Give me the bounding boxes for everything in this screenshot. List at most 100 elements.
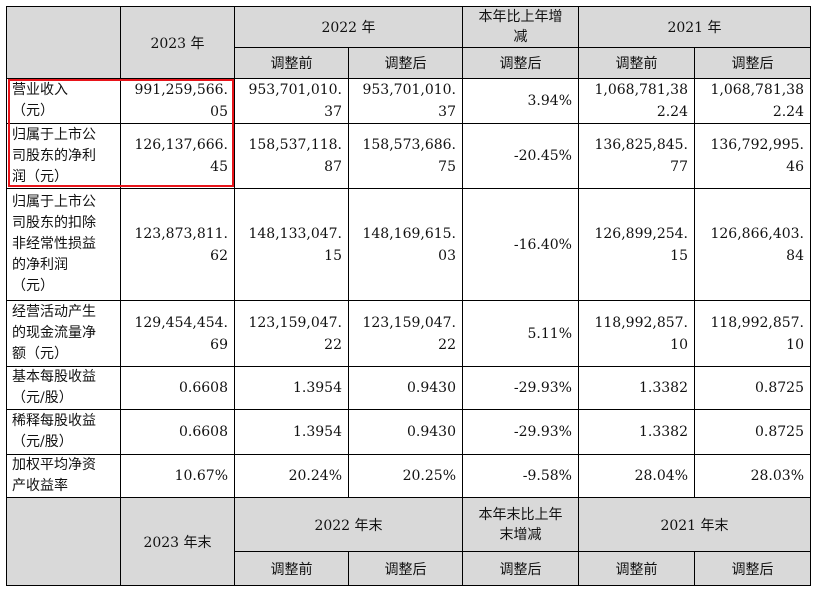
row-label: 归属于上市公 司股东的扣除 非经常性损益 的净利润 （元） xyxy=(6,188,121,301)
cell-v2021b: 136,825,845. 77 xyxy=(578,123,695,189)
header-2022: 2022 年 xyxy=(234,6,463,48)
cell-text: 123,159,047. xyxy=(248,314,342,331)
cell-text: 10 xyxy=(670,336,688,353)
table-row: 稀释每股收益 （元/股） 0.6608 1.3954 0.9430 -29.93% 1.33… xyxy=(6,409,811,455)
cell-text: 118,992,857. xyxy=(710,314,804,331)
cell-text: 05 xyxy=(210,104,228,120)
cell-text: 953,701,010. xyxy=(248,82,342,98)
cell-text: 45 xyxy=(210,159,228,175)
cell-v2022b: 123,159,047. 22 xyxy=(234,300,349,367)
cell-v2021b: 28.04% xyxy=(578,454,695,498)
cell-text: 123,159,047. xyxy=(362,314,456,331)
cell-text: 991,259,566. xyxy=(134,82,228,98)
table-row: 营业收入 （元） 991,259,566. 05 953,701,010. 37 953,7… xyxy=(6,78,811,124)
cell-text: 1.3954 xyxy=(293,424,342,440)
cell-text: （元/股） xyxy=(12,390,73,406)
cell-v2021a: 126,866,403. 84 xyxy=(694,188,811,301)
cell-text: （元/股） xyxy=(12,434,73,450)
row-label: 营业收入 （元） xyxy=(6,78,121,124)
cell-text: 司股东的扣除 xyxy=(12,215,96,231)
cell-text: 的净利润 xyxy=(12,257,68,273)
cell-text: 归属于上市公 xyxy=(12,126,96,143)
cell-v2022a: 123,159,047. 22 xyxy=(348,300,463,367)
cell-text: 润（元） xyxy=(12,168,68,185)
footer-2021-after: 调整后 xyxy=(694,551,811,586)
cell-v2021a: 0.8725 xyxy=(694,409,811,455)
cell-text: 非经常性损益 xyxy=(12,236,96,252)
table-row: 基本每股收益 （元/股） 0.6608 1.3954 0.9430 -29.93% 1.33… xyxy=(6,366,811,410)
cell-chg: -20.45% xyxy=(462,123,579,189)
cell-chg: -16.40% xyxy=(462,188,579,301)
cell-text: 28.04% xyxy=(634,468,688,484)
cell-text: 953,701,010. xyxy=(362,82,456,98)
cell-text: 0.6608 xyxy=(179,380,228,396)
cell-v2023: 123,873,811. 62 xyxy=(120,188,235,301)
cell-text: 1.3382 xyxy=(639,380,688,396)
table-row: 加权平均净资 产收益率 10.67% 20.24% 20.25% -9.58% 28.04%… xyxy=(6,454,811,498)
cell-text: 148,169,615. xyxy=(362,225,456,242)
cell-text: -9.58% xyxy=(522,468,572,484)
cell-text: 75 xyxy=(438,159,456,175)
header-2021-before: 调整前 xyxy=(578,47,695,79)
cell-v2022a: 0.9430 xyxy=(348,409,463,455)
cell-text: 10 xyxy=(786,336,804,353)
cell-v2023: 126,137,666. 45 xyxy=(120,123,235,189)
header-change-line1: 本年比上年增 xyxy=(478,9,563,25)
footer-change: 本年末比上年 末增减 xyxy=(462,497,579,552)
cell-v2022a: 148,169,615. 03 xyxy=(348,188,463,301)
footer-change-line2: 末增减 xyxy=(499,526,542,543)
cell-text: 0.9430 xyxy=(407,380,456,396)
cell-text: 2.24 xyxy=(772,104,804,120)
footer-change-after: 调整后 xyxy=(462,551,579,586)
cell-v2022a: 20.25% xyxy=(348,454,463,498)
cell-text: 5.11% xyxy=(527,325,572,342)
cell-text: 129,454,454. xyxy=(134,314,228,331)
cell-text: 加权平均净资 xyxy=(12,457,96,473)
row-label: 归属于上市公 司股东的净利 润（元） xyxy=(6,123,121,189)
cell-v2022b: 158,537,118. 87 xyxy=(234,123,349,189)
cell-text: 额（元） xyxy=(12,346,68,362)
header-2022-after: 调整后 xyxy=(348,47,463,79)
cell-text: 的现金流量净 xyxy=(12,325,96,341)
cell-v2022b: 1.3954 xyxy=(234,366,349,410)
financial-summary-table: 2023 年 2022 年 本年比上年增 减 2021 年 调整前 调整后 调整… xyxy=(6,6,811,586)
row-label: 经营活动产生 的现金流量净 额（元） xyxy=(6,300,121,367)
cell-text: 126,866,403. xyxy=(710,225,804,242)
cell-text: 87 xyxy=(324,159,342,175)
cell-v2021b: 126,899,254. 15 xyxy=(578,188,695,301)
cell-text: 1.3382 xyxy=(639,424,688,440)
header-2023: 2023 年 xyxy=(120,6,235,79)
cell-text: 158,537,118. xyxy=(248,137,342,153)
footer-2022-after: 调整后 xyxy=(348,551,463,586)
cell-v2021a: 118,992,857. 10 xyxy=(694,300,811,367)
cell-v2021b: 1.3382 xyxy=(578,409,695,455)
cell-text: 28.03% xyxy=(750,468,804,484)
cell-text: 22 xyxy=(438,336,456,353)
cell-text: 10.67% xyxy=(174,468,228,484)
cell-text: 15 xyxy=(324,247,342,264)
cell-text: 69 xyxy=(210,336,228,353)
cell-text: 37 xyxy=(438,104,456,120)
cell-text: 司股东的净利 xyxy=(12,147,96,164)
cell-text: 基本每股收益 xyxy=(12,369,96,385)
cell-text: 3.94% xyxy=(527,93,572,109)
footer-2021-end: 2021 年末 xyxy=(578,497,811,552)
cell-text: 37 xyxy=(324,104,342,120)
cell-text: 20.24% xyxy=(288,468,342,484)
cell-v2021a: 28.03% xyxy=(694,454,811,498)
cell-text: -29.93% xyxy=(513,424,572,440)
cell-text: 03 xyxy=(438,247,456,264)
cell-text: -20.45% xyxy=(513,148,572,164)
cell-v2023: 991,259,566. 05 xyxy=(120,78,235,124)
cell-text: 62 xyxy=(210,247,228,264)
footer-blank xyxy=(6,497,121,586)
footer-2022-end: 2022 年末 xyxy=(234,497,463,552)
cell-chg: -9.58% xyxy=(462,454,579,498)
cell-v2022b: 148,133,047. 15 xyxy=(234,188,349,301)
cell-text: 营业收入 xyxy=(12,82,68,98)
footer-2022-before: 调整前 xyxy=(234,551,349,586)
cell-v2021a: 1,068,781,38 2.24 xyxy=(694,78,811,124)
cell-text: 0.6608 xyxy=(179,424,228,440)
cell-text: 2.24 xyxy=(656,104,688,120)
header-2021: 2021 年 xyxy=(578,6,811,48)
